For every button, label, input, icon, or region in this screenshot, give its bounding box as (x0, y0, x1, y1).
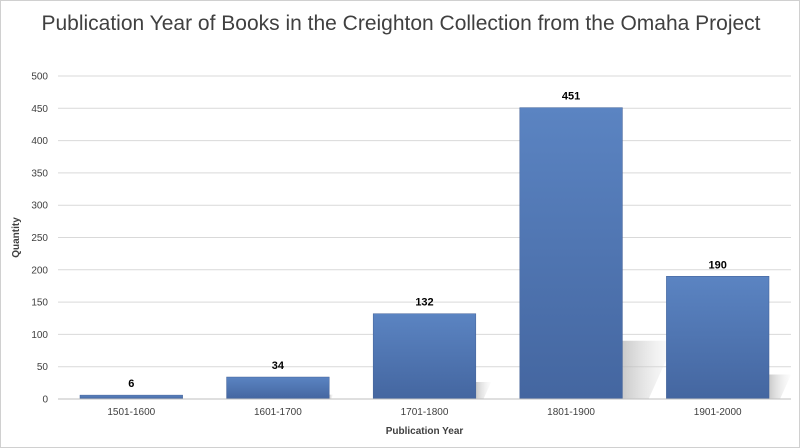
bar-shadow (475, 381, 492, 399)
y-tick-label: 100 (31, 330, 48, 341)
data-label: 34 (272, 360, 285, 372)
x-tick-label: 1901-2000 (694, 407, 742, 418)
data-label: 132 (415, 297, 433, 309)
bar-1801-1900 (519, 107, 623, 400)
y-tick-label: 350 (31, 168, 48, 179)
bar-1601-1700 (226, 376, 330, 400)
y-tick-label: 450 (31, 104, 48, 115)
data-label: 190 (709, 259, 727, 271)
x-tick-label: 1701-1800 (401, 407, 449, 418)
y-tick-label: 300 (31, 201, 48, 212)
data-label: 6 (128, 378, 134, 390)
bar-1901-2000 (666, 276, 770, 400)
bar-1501-1600 (79, 394, 183, 400)
y-tick-label: 250 (31, 233, 48, 244)
x-tick-label: 1501-1600 (107, 407, 155, 418)
x-tick-label: 1801-1900 (547, 407, 595, 418)
x-tick-label: 1601-1700 (254, 407, 302, 418)
x-axis-title: Publication Year (386, 426, 464, 437)
y-tick-label: 150 (31, 298, 48, 309)
chart-title: Publication Year of Books in the Creight… (41, 12, 761, 35)
y-tick-label: 50 (37, 362, 49, 373)
y-axis-title: Quantity (11, 217, 22, 258)
y-tick-label: 400 (31, 136, 48, 147)
y-tick-label: 500 (31, 72, 48, 83)
y-tick-label: 200 (31, 265, 48, 276)
bar-shadow (622, 340, 675, 399)
bar-shadow (329, 394, 334, 399)
data-label: 451 (562, 91, 580, 103)
bar-shadow (769, 374, 792, 399)
bar-1701-1800 (372, 313, 477, 400)
y-tick-label: 0 (42, 395, 48, 406)
